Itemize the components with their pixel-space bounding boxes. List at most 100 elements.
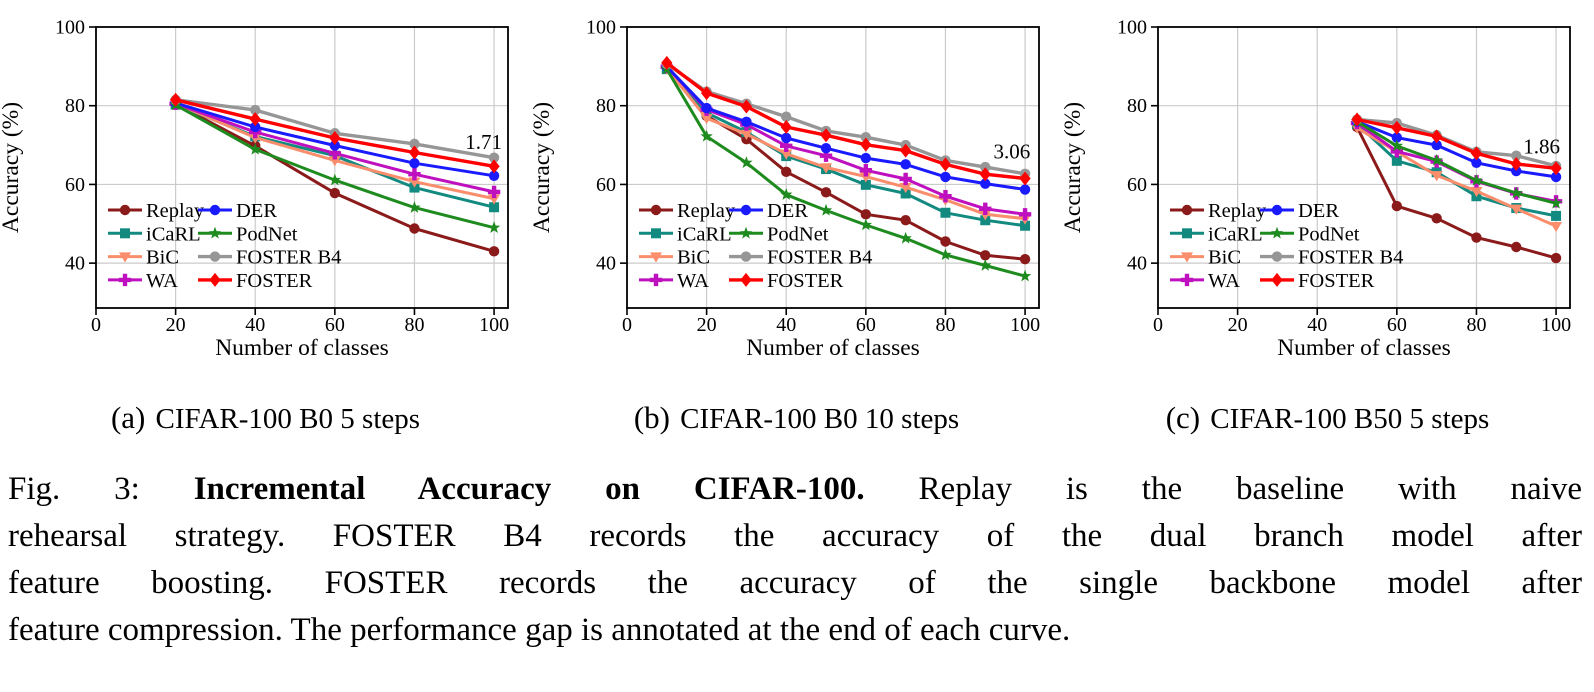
subcaption-a-title: CIFAR-100 B0 5 steps bbox=[155, 403, 421, 435]
data-point-marker-wa bbox=[328, 147, 342, 160]
data-point-marker-der bbox=[250, 121, 261, 133]
data-point-marker-foster bbox=[900, 143, 912, 158]
x-tick-label: 60 bbox=[325, 314, 345, 336]
data-point-marker-replay bbox=[1019, 253, 1031, 265]
ticks: 0 20 40 60 80 100 40 60 80 100 bbox=[55, 17, 509, 337]
data-point-marker-der bbox=[1471, 157, 1482, 168]
y-tick-label: 100 bbox=[1117, 17, 1147, 39]
data-point-marker-der bbox=[900, 159, 911, 170]
y-axis-label: Accuracy (%) bbox=[0, 102, 24, 233]
x-tick-label: 40 bbox=[1307, 314, 1327, 336]
data-point-marker-podnet bbox=[249, 142, 262, 155]
legend-label-icarl: iCaRL bbox=[146, 223, 201, 245]
legend-marker-icarl bbox=[1182, 228, 1192, 239]
data-point-marker-replay bbox=[860, 209, 872, 220]
legend-item-fosterb4: FOSTER B4 bbox=[729, 247, 872, 269]
legend-item-der: DER bbox=[729, 200, 808, 222]
legend-marker-replay bbox=[119, 204, 131, 216]
legend-item-fosterb4: FOSTER B4 bbox=[1260, 247, 1403, 269]
data-point-marker-bic bbox=[780, 149, 793, 160]
data-point-marker-foster bbox=[701, 86, 713, 101]
data-point-marker-replay bbox=[1511, 241, 1522, 253]
legend-marker-wa bbox=[649, 273, 663, 287]
data-point-marker-replay bbox=[488, 246, 500, 257]
axes-spines bbox=[626, 26, 1040, 309]
legend-item-wa: WA bbox=[639, 270, 709, 292]
legend-item-icarl: iCaRL bbox=[1170, 223, 1263, 245]
x-tick-label: 100 bbox=[1541, 314, 1571, 336]
data-point-marker-bic bbox=[1470, 186, 1483, 198]
legend-label-der: DER bbox=[1298, 200, 1339, 222]
data-point-marker-fosterb4 bbox=[860, 131, 872, 143]
series-line-bic bbox=[665, 67, 1027, 221]
data-point-marker-replay bbox=[329, 187, 341, 199]
data-point-marker-podnet bbox=[899, 231, 912, 244]
data-point-marker-replay bbox=[980, 250, 991, 261]
data-point-marker-replay bbox=[1431, 213, 1442, 224]
x-axis-label: Number of classes bbox=[1277, 335, 1451, 361]
data-point-marker-bic bbox=[408, 177, 421, 188]
legend-marker-podnet bbox=[1270, 226, 1284, 239]
legend-label-replay: Replay bbox=[677, 200, 736, 222]
subcaptions-row: (a) CIFAR-100 B0 5 steps (b) CIFAR-100 B0 … bbox=[0, 400, 1594, 436]
data-point-marker-der bbox=[1511, 165, 1522, 177]
data-point-marker-bic bbox=[249, 133, 262, 144]
caption-line: Fig. 3: Incremental Accuracy on CIFAR-10… bbox=[8, 466, 1582, 513]
data-point-marker-bic bbox=[979, 210, 992, 221]
legend-marker-fosterb4 bbox=[740, 251, 752, 262]
legend-marker-podnet bbox=[739, 226, 753, 239]
legend-marker-icarl bbox=[651, 228, 661, 239]
legend-marker-foster bbox=[1271, 272, 1283, 287]
data-point-marker-wa bbox=[939, 190, 952, 203]
y-tick-label: 100 bbox=[586, 17, 616, 39]
data-point-marker-icarl bbox=[1391, 155, 1402, 166]
chart-b: 0 20 40 60 80 100 40 60 80 100 Number of classes Ac… bbox=[531, 17, 1040, 362]
data-point-marker-podnet bbox=[1430, 153, 1443, 166]
legend-item-foster: FOSTER bbox=[198, 270, 313, 292]
data-point-marker-wa bbox=[979, 202, 992, 216]
data-point-marker-der bbox=[781, 132, 792, 144]
legend-label-podnet: PodNet bbox=[236, 223, 298, 245]
caption-body: Replay is the baseline with naive bbox=[864, 471, 1582, 507]
subcaption-a: (a) CIFAR-100 B0 5 steps bbox=[0, 400, 531, 436]
legend-label-wa: WA bbox=[677, 270, 709, 292]
x-tick-label: 20 bbox=[1228, 314, 1248, 336]
data-point-marker-bic bbox=[1510, 204, 1523, 215]
data-point-marker-podnet bbox=[487, 221, 501, 233]
data-point-marker-der bbox=[1391, 132, 1403, 143]
data-point-marker-wa bbox=[819, 149, 833, 162]
data-point-marker-wa bbox=[780, 139, 793, 153]
data-point-marker-foster bbox=[1510, 156, 1522, 171]
data-point-marker-icarl bbox=[1020, 220, 1031, 231]
data-point-marker-der bbox=[820, 143, 832, 154]
legend-label-fosterb4: FOSTER B4 bbox=[767, 247, 872, 269]
y-tick-label: 40 bbox=[1127, 253, 1147, 275]
x-tick-label: 100 bbox=[1010, 314, 1040, 336]
data-point-marker-bic bbox=[820, 163, 833, 174]
legend-marker-fosterb4 bbox=[209, 251, 221, 262]
legend-item-icarl: iCaRL bbox=[108, 223, 201, 245]
x-tick-label: 0 bbox=[622, 314, 632, 336]
legend-label-bic: BiC bbox=[1208, 247, 1241, 269]
y-axis-label: Accuracy (%) bbox=[1062, 102, 1086, 233]
legend-item-bic: BiC bbox=[639, 247, 710, 269]
y-tick-label: 60 bbox=[1127, 174, 1147, 196]
data-point-marker-bic bbox=[899, 182, 912, 194]
data-point-marker-podnet bbox=[819, 203, 833, 216]
data-point-marker-foster bbox=[860, 137, 872, 152]
legend-label-der: DER bbox=[236, 200, 277, 222]
data-point-marker-podnet bbox=[740, 156, 753, 169]
data-point-marker-replay bbox=[900, 215, 911, 226]
legend-marker-foster bbox=[209, 272, 221, 287]
series-line-der bbox=[665, 65, 1027, 191]
data-point-marker-podnet bbox=[1510, 186, 1523, 199]
y-tick-label: 80 bbox=[65, 95, 85, 117]
data-point-marker-podnet bbox=[328, 173, 342, 186]
data-point-marker-der bbox=[488, 170, 500, 181]
data-point-marker-icarl bbox=[940, 207, 951, 218]
data-point-marker-foster bbox=[408, 145, 421, 160]
data-point-marker-der bbox=[741, 116, 752, 128]
data-point-marker-der bbox=[1431, 139, 1442, 151]
legend-label-bic: BiC bbox=[146, 247, 179, 269]
